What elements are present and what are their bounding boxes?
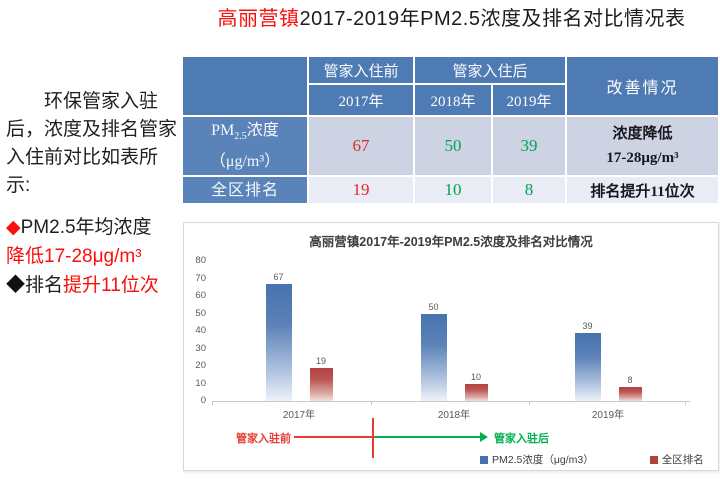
x-axis-tick (529, 401, 530, 405)
x-axis-tick (212, 401, 213, 405)
bar-wrap: 39 (574, 320, 601, 401)
row-header-rank: 全区排名 (183, 177, 307, 203)
y-tick-label: 10 (195, 377, 206, 389)
bar-group-2018年: 50 10 (412, 261, 496, 401)
legend-item-pm25: PM2.5浓度（μg/m3） (480, 452, 594, 467)
table-cell-rank-2019: 8 (493, 177, 565, 203)
y-tick-label: 30 (195, 342, 206, 354)
table-header-after: 管家入住后 (415, 57, 565, 83)
plot-area: 67 19 2017年 50 10 2018年 39 8 2019年 (214, 261, 686, 421)
table-cell-pm25-2019: 39 (493, 117, 565, 175)
table-header-before: 管家入住前 (309, 57, 413, 83)
bar-wrap: 50 (420, 301, 447, 401)
row-header-pm25-line1: PM2.5浓度 (211, 121, 279, 143)
annotation-line-after (374, 436, 480, 438)
x-axis-tick (371, 401, 372, 405)
bar-rank-2017年 (309, 367, 333, 401)
table-cell-rank-2017: 19 (309, 177, 413, 203)
bar-wrap: 19 (309, 355, 333, 401)
bar-value-label: 50 (428, 301, 439, 312)
bar-wrap: 10 (464, 371, 488, 401)
annotation-before-label: 管家入驻前 (236, 433, 291, 445)
chart-legend: PM2.5浓度（μg/m3） 全区排名 (480, 452, 704, 467)
page-title-rest: 2017-2019年PM2.5浓度及排名对比情况表 (299, 8, 686, 30)
row-header-pm25: PM2.5浓度 （μg/m³） (183, 117, 307, 175)
annotation-after-label: 管家入驻后 (494, 433, 549, 445)
table-header-year-2018: 2018年 (415, 85, 491, 115)
bar-value-label: 8 (627, 375, 633, 385)
page-title: 高丽营镇2017-2019年PM2.5浓度及排名对比情况表 (183, 2, 720, 31)
legend-swatch-blue-icon (480, 455, 488, 464)
y-tick-label: 60 (195, 290, 206, 301)
bullet-pm25-text: PM2.5年均浓度 (20, 217, 152, 238)
y-tick-label: 50 (195, 307, 206, 319)
legend-label-rank: 全区排名 (661, 454, 704, 466)
annotation-divider-line (372, 418, 374, 458)
table-cell-rank-improvement: 排名提升11位次 (567, 177, 718, 203)
bar-group-2019年: 39 8 (566, 261, 650, 401)
x-axis-line (212, 401, 690, 402)
bar-wrap: 8 (618, 375, 642, 401)
y-axis: 0 10 20 30 40 50 60 70 80 (184, 223, 208, 470)
row-header-pm25-line2: （μg/m³） (209, 153, 281, 171)
bar-pm25-2019年 (574, 332, 601, 401)
bar-rank-2018年 (464, 383, 488, 401)
bullet-rank: ◆排名提升11位次 (6, 271, 182, 300)
legend-swatch-red-icon (649, 455, 658, 464)
bar-value-label: 19 (315, 355, 326, 366)
x-axis-label: 2019年 (591, 410, 625, 421)
y-tick-label: 40 (195, 325, 206, 336)
annotation-arrowhead-icon (480, 432, 488, 442)
page-title-highlight: 高丽营镇 (217, 8, 300, 30)
table-corner-cell (183, 57, 307, 115)
diamond-bullet-icon: ◆ (6, 275, 26, 296)
chart-title: 高丽营镇2017年-2019年PM2.5浓度及排名对比情况 (309, 235, 593, 249)
table-cell-rank-2018: 10 (415, 177, 491, 203)
diamond-bullet-icon: ◆ (6, 217, 21, 238)
x-axis-label: 2017年 (282, 410, 316, 421)
bar-value-label: 10 (470, 371, 481, 382)
y-tick-label: 0 (200, 395, 206, 406)
x-axis-label: 2018年 (437, 410, 471, 421)
table-header-improvement: 改善情况 (567, 57, 718, 115)
sidebar-notes: 环保管家入驻后，浓度及排名管家入住前对比如表所示: ◆PM2.5年均浓度 降低17… (6, 88, 182, 300)
sidebar-bullets: ◆PM2.5年均浓度 降低17-28μg/m³ ◆排名提升11位次 (6, 213, 182, 300)
legend-label-pm25: PM2.5浓度（μg/m3） (492, 454, 594, 466)
table-header-year-2017: 2017年 (309, 85, 413, 115)
bullet-rank-text: 排名 (25, 275, 64, 296)
x-axis-tick (685, 401, 686, 405)
y-tick-label: 70 (195, 272, 206, 284)
table-cell-pm25-2018: 50 (415, 117, 491, 175)
bar-value-label: 67 (273, 271, 284, 282)
bullet-pm25: ◆PM2.5年均浓度降低17-28μg/m³ (6, 213, 182, 271)
bar-pm25-2017年 (265, 283, 292, 401)
y-tick-label: 20 (195, 360, 206, 371)
bar-wrap: 67 (265, 271, 292, 401)
annotation-line-before (294, 436, 373, 438)
bar-value-label: 39 (582, 320, 593, 331)
bullet-pm25-red-text: 降低17-28μg/m³ (6, 246, 142, 267)
y-tick-label: 80 (195, 255, 206, 266)
bar-group-2017年: 67 19 (257, 261, 341, 401)
bar-pm25-2018年 (420, 313, 447, 401)
legend-item-rank: 全区排名 (649, 452, 704, 467)
table-header-year-2019: 2019年 (493, 85, 565, 115)
table-cell-pm25-2017: 67 (309, 117, 413, 175)
sidebar-paragraph: 环保管家入驻后，浓度及排名管家入住前对比如表所示: (6, 91, 178, 196)
chart-panel: 高丽营镇2017年-2019年PM2.5浓度及排名对比情况 0 10 20 30 40 5… (183, 222, 719, 471)
table-cell-pm25-improvement: 浓度降低 17-28μg/m³ (567, 117, 718, 175)
bar-rank-2019年 (618, 387, 642, 401)
comparison-table: 管家入住前 管家入住后 改善情况 2017年 2018年 2019年 PM2.5… (183, 57, 718, 203)
bullet-rank-red-text: 提升11位次 (63, 275, 159, 296)
